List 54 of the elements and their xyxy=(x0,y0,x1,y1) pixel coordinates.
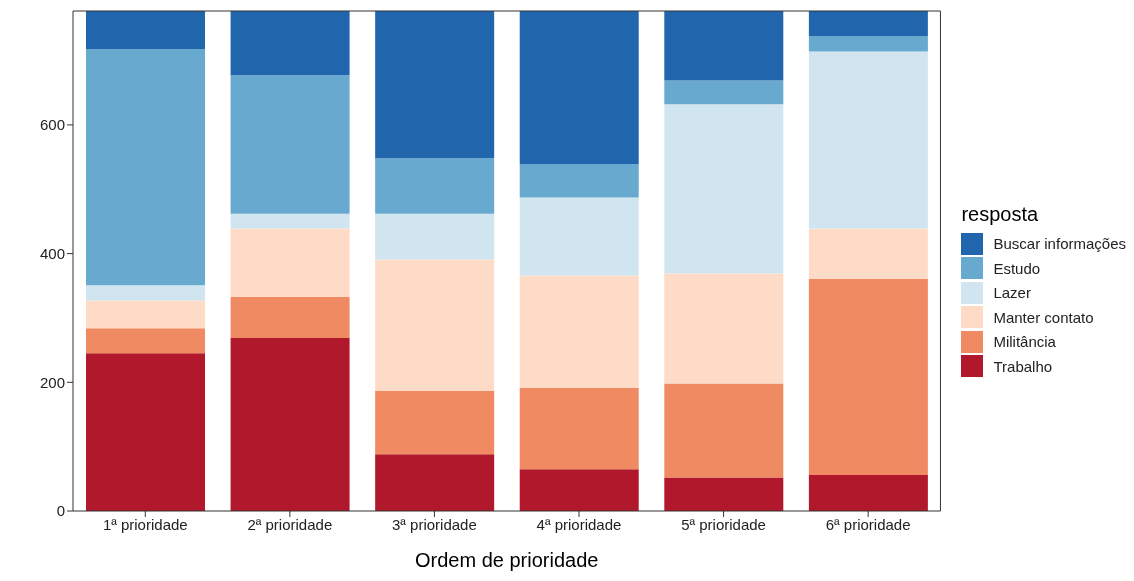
bar xyxy=(230,213,350,229)
bar xyxy=(664,273,784,384)
bar xyxy=(230,11,350,76)
x-tick-label: 1ª prioridade xyxy=(102,515,188,533)
y-tick-label: 600 xyxy=(39,116,65,134)
bar xyxy=(519,469,639,511)
x-tick-label: 2ª prioridade xyxy=(247,515,333,533)
bar xyxy=(519,164,639,198)
legend-title: resposta xyxy=(961,202,1040,226)
bar xyxy=(808,11,928,37)
bar xyxy=(375,158,495,214)
bar xyxy=(664,80,784,105)
bar xyxy=(230,75,350,214)
x-tick-label: 4ª prioridade xyxy=(536,515,622,533)
bar xyxy=(86,300,206,329)
bar xyxy=(86,48,206,286)
bar xyxy=(230,337,350,511)
bar xyxy=(519,11,639,165)
bar xyxy=(519,275,639,389)
bar xyxy=(375,390,495,455)
bar xyxy=(664,11,784,81)
legend-label: Manter contato xyxy=(993,308,1094,326)
bar xyxy=(86,285,206,301)
bar xyxy=(230,228,350,297)
bar xyxy=(808,474,928,511)
legend-label: Estudo xyxy=(993,259,1041,277)
bar xyxy=(519,197,639,276)
legend-label: Buscar informações xyxy=(993,235,1126,253)
bar xyxy=(375,213,495,260)
x-tick-label: 6ª prioridade xyxy=(825,515,911,533)
y-tick-label: 400 xyxy=(39,244,65,262)
x-tick-label: 5ª prioridade xyxy=(681,515,766,533)
legend-label: Lazer xyxy=(993,284,1031,302)
x-tick-label: 3ª prioridade xyxy=(392,515,477,533)
bar xyxy=(375,259,495,391)
bar xyxy=(664,383,784,478)
x-axis-title: Ordem de prioridade xyxy=(415,549,599,571)
bar xyxy=(664,477,784,511)
bar xyxy=(808,278,928,475)
bar xyxy=(519,388,639,470)
y-tick-label: 0 xyxy=(56,502,65,520)
bar xyxy=(808,36,928,52)
bar xyxy=(230,296,350,338)
y-tick-label: 200 xyxy=(39,373,65,391)
bar xyxy=(808,228,928,279)
bar xyxy=(86,11,206,49)
bar xyxy=(86,328,206,354)
bar xyxy=(86,353,206,511)
legend-label: Trabalho xyxy=(993,357,1053,375)
legend-label: Militância xyxy=(993,333,1056,351)
bar xyxy=(375,454,495,511)
bar xyxy=(664,104,784,274)
bar xyxy=(808,51,928,229)
bar xyxy=(375,11,495,159)
